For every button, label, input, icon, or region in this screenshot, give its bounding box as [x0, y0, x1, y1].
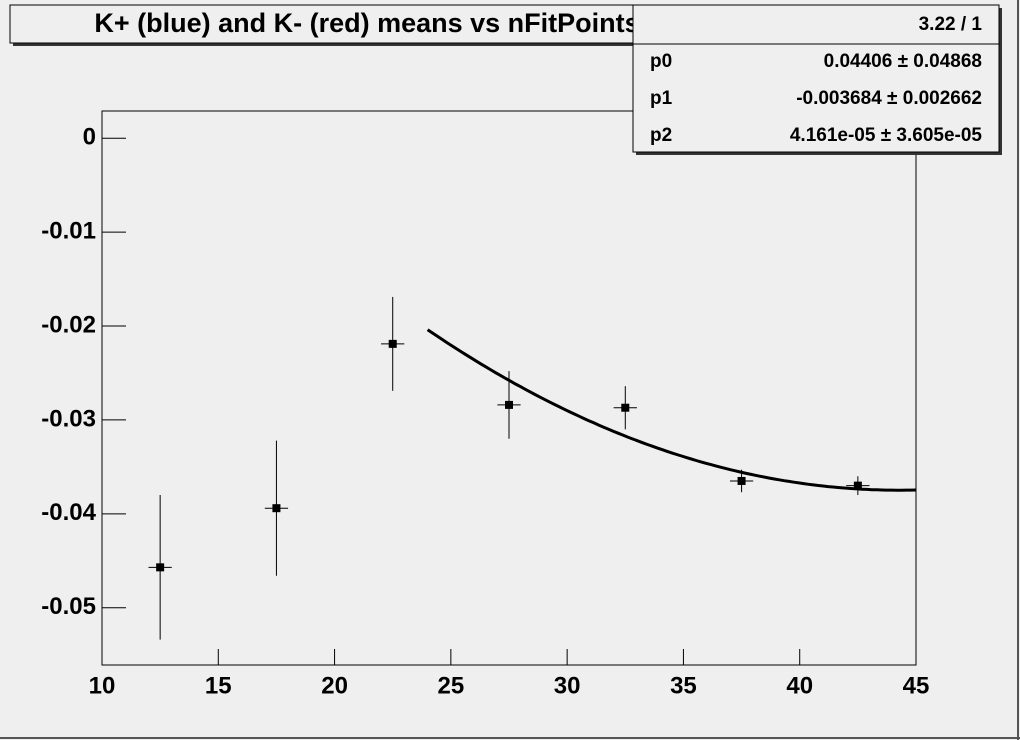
point: [156, 563, 165, 572]
y-tick-label: -0.05: [41, 593, 96, 620]
x-tick-label: 15: [205, 672, 232, 699]
chart-title: K+ (blue) and K- (red) means vs nFitPoin…: [94, 8, 639, 38]
y-tick-label: -0.03: [41, 405, 96, 432]
stats-param-name: p0: [650, 51, 672, 72]
stats-param-value: 0.04406 ± 0.04868: [824, 51, 982, 72]
fit-curve: [426, 328, 917, 492]
x-tick-label: 20: [321, 672, 348, 699]
x-tick-label: 10: [89, 672, 116, 699]
y-tick-label: -0.04: [41, 499, 96, 526]
x-tick-label: 35: [670, 672, 697, 699]
stats-param-value: 4.161e-05 ± 3.605e-05: [790, 125, 983, 146]
stats-title: 3.22 / 1: [919, 14, 983, 35]
stats-param-name: p1: [650, 88, 673, 109]
title-box: [9, 4, 725, 44]
point: [505, 400, 513, 409]
point: [388, 339, 397, 348]
point: [272, 504, 281, 513]
point: [737, 476, 746, 485]
y-tick-label: -0.02: [41, 311, 96, 338]
x-tick-label: 45: [903, 672, 930, 699]
point: [853, 481, 862, 490]
point: [621, 403, 630, 412]
stats-param-name: p2: [650, 125, 672, 146]
stats-box: [632, 4, 1000, 153]
y-tick-label: 0: [83, 124, 96, 151]
x-tick-label: 40: [786, 672, 813, 699]
stats-rows: p0 0.04406 ± 0.04868 p1 -0.003684 ± 0.00266…: [650, 51, 982, 146]
x-tick-label: 25: [438, 672, 465, 699]
y-tick-label: -0.01: [41, 217, 96, 244]
plot: 10 15 20 25 30 35 40 45 0 -0.01 -0.02 -0.03 -0.04 -0.…: [41, 124, 929, 700]
stats-param-value: -0.003684 ± 0.002662: [796, 88, 982, 109]
x-tick-label: 30: [554, 672, 581, 699]
